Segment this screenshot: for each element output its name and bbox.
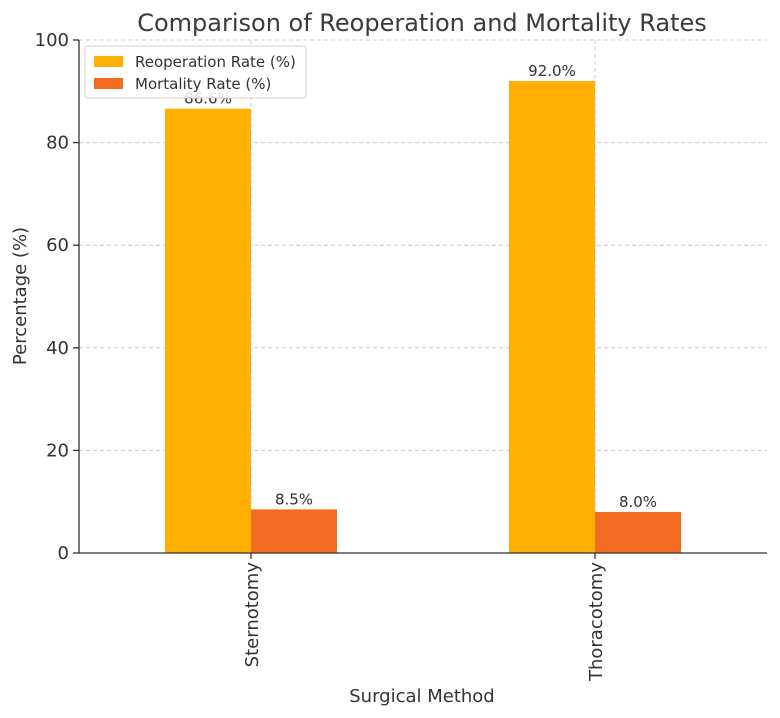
legend: Reoperation Rate (%) Mortality Rate (%) (84, 45, 307, 99)
axes (73, 39, 767, 559)
bar-labels: 86.6%92.0%8.5% 8.0% (184, 62, 657, 511)
bar-value-label: 92.0% (528, 62, 576, 80)
x-tick-label: Thoracotomy (586, 562, 607, 682)
y-tick-label: 80 (46, 133, 69, 154)
legend-label: Mortality Rate (%) (135, 75, 271, 93)
y-axis-label: Percentage (%) (10, 227, 31, 365)
legend-swatch (94, 78, 123, 89)
y-tick-label: 60 (46, 235, 69, 256)
legend-label: Reoperation Rate (%) (135, 53, 296, 71)
y-tick-label: 0 (58, 543, 69, 564)
bar-value-label: 8.0% (619, 493, 657, 511)
y-tick-label: 100 (35, 30, 69, 51)
x-tick-label: Sternotomy (242, 562, 263, 668)
y-tick-label: 40 (46, 338, 69, 359)
bar-thoracotomy-mortality (595, 511, 681, 553)
bar-sternotomy-mortality (251, 509, 337, 553)
x-axis-label: Surgical Method (349, 686, 495, 707)
legend-swatch (94, 56, 123, 67)
y-tick-label: 20 (46, 440, 69, 461)
bar-thoracotomy-reoperation (509, 81, 595, 553)
bar-value-label: 8.5% (275, 490, 313, 508)
bar-sternotomy-reoperation (165, 108, 251, 553)
bars (165, 81, 681, 553)
legend-box (84, 45, 307, 99)
chart-title: Comparison of Reoperation and Mortality … (137, 9, 707, 37)
tick-labels: 0 20 40 60 80 100 Sternotomy Thoracotomy (35, 30, 607, 682)
